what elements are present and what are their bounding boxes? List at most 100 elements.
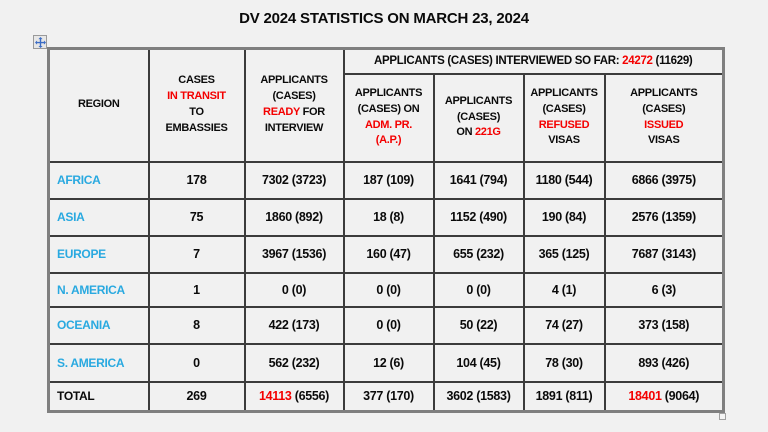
table-row-oceania: OCEANIA 8 422 (173) 0 (0) 50 (22) 74 (27… <box>47 305 725 345</box>
cell-ready: 3967 (1536) <box>243 234 345 274</box>
header-row-top: REGION CASES IN TRANSIT TO EMBASSIES APP… <box>47 47 725 163</box>
header-line: CASES <box>178 74 215 87</box>
region-label: ASIA <box>47 197 150 237</box>
cell-adm-pr: 0 (0) <box>342 271 435 308</box>
total-ready-red: 14113 <box>258 389 292 404</box>
cell-221g: 50 (22) <box>432 305 525 345</box>
table-row-total: TOTAL 269 14113 (6556) 377 (170) 3602 (1… <box>47 380 725 413</box>
col-header-221g: APPLICANTS (CASES) ON 221G <box>432 72 525 163</box>
cell-ready: 7302 (3723) <box>243 160 345 200</box>
header-line: EMBASSIES <box>165 122 228 135</box>
cell-transit: 8 <box>147 305 246 345</box>
table-resize-handle[interactable] <box>719 413 726 420</box>
table-row-africa: AFRICA 178 7302 (3723) 187 (109) 1641 (7… <box>47 160 725 200</box>
total-ready-rest: (6556) <box>291 389 330 404</box>
header-line: (CASES) <box>542 102 586 115</box>
table-row-asia: ASIA 75 1860 (892) 18 (8) 1152 (490) 190… <box>47 197 725 237</box>
cell-refused: 1180 (544) <box>522 160 606 200</box>
header-line: ON 221G <box>437 125 521 141</box>
table-row-europe: EUROPE 7 3967 (1536) 160 (47) 655 (232) … <box>47 234 725 274</box>
table-move-handle[interactable] <box>33 35 47 49</box>
cell-ready: 1860 (892) <box>243 197 345 237</box>
cell-221g: 0 (0) <box>432 271 525 308</box>
cell-221g: 655 (232) <box>432 234 525 274</box>
cell-issued: 373 (158) <box>603 305 725 345</box>
header-line: TO <box>189 106 204 119</box>
total-refused: 1891 (811) <box>522 380 606 413</box>
header-line: READY FOR <box>248 105 341 121</box>
header-line: APPLICANTS <box>260 74 328 87</box>
cell-adm-pr: 0 (0) <box>342 305 435 345</box>
table-row-n-america: N. AMERICA 1 0 (0) 0 (0) 0 (0) 4 (1) 6 (… <box>47 271 725 308</box>
header-line: APPLICANTS <box>444 94 513 107</box>
cell-adm-pr: 18 (8) <box>342 197 435 237</box>
header-line: (CASES) <box>272 90 316 103</box>
col-header-adm-pr: APPLICANTS (CASES) ON ADM. PR. (A.P.) <box>342 72 435 163</box>
cell-issued: 893 (426) <box>603 342 725 383</box>
cell-adm-pr: 160 (47) <box>342 234 435 274</box>
cell-refused: 78 (30) <box>522 342 606 383</box>
col-header-refused: APPLICANTS (CASES) REFUSED VISAS <box>522 72 606 163</box>
header-line: APPLICANTS <box>530 86 598 99</box>
header-line: ADM. PR. <box>364 118 413 131</box>
total-221g: 3602 (1583) <box>432 380 525 413</box>
total-ready: 14113 (6556) <box>243 380 345 413</box>
header-line: IN TRANSIT <box>167 90 226 103</box>
header-line: (CASES) ON <box>357 102 420 115</box>
cell-issued: 6 (3) <box>603 271 725 308</box>
cell-issued: 6866 (3975) <box>603 160 725 200</box>
col-header-transit: CASES IN TRANSIT TO EMBASSIES <box>147 47 246 163</box>
header-row-sub: APPLICANTS (CASES) ON ADM. PR. (A.P.) AP… <box>49 72 725 163</box>
header-line-part: ON <box>456 126 475 139</box>
total-label: TOTAL <box>47 380 150 413</box>
total-issued-red: 18401 <box>628 389 662 404</box>
header-line: APPLICANTS <box>354 86 423 99</box>
header-line: VISAS <box>647 134 680 147</box>
cell-ready: 422 (173) <box>243 305 345 345</box>
header-line: (CASES) <box>456 110 501 123</box>
region-label: N. AMERICA <box>47 271 150 308</box>
dv-statistics-table: REGION CASES IN TRANSIT TO EMBASSIES APP… <box>47 47 725 413</box>
cell-refused: 190 (84) <box>522 197 606 237</box>
header-line: INTERVIEW <box>264 122 324 135</box>
total-issued: 18401 (9064) <box>603 380 725 413</box>
region-label: EUROPE <box>47 234 150 274</box>
interviewed-total-value: 24272 <box>622 54 653 67</box>
cell-transit: 1 <box>147 271 246 308</box>
total-transit: 269 <box>147 380 246 413</box>
col-header-issued: APPLICANTS (CASES) ISSUED VISAS <box>603 72 725 163</box>
header-line: APPLICANTS <box>630 86 698 99</box>
col-header-region: REGION <box>47 47 150 163</box>
header-line-red: READY <box>263 106 300 119</box>
cell-transit: 7 <box>147 234 246 274</box>
table-row-s-america: S. AMERICA 0 562 (232) 12 (6) 104 (45) 7… <box>47 342 725 383</box>
cell-issued: 2576 (1359) <box>603 197 725 237</box>
col-header-interviewed-so-far: APPLICANTS (CASES) INTERVIEWED SO FAR: 2… <box>342 47 725 75</box>
cell-refused: 74 (27) <box>522 305 606 345</box>
header-line: ISSUED <box>644 118 684 131</box>
total-issued-rest: (9064) <box>661 389 700 404</box>
header-line: REFUSED <box>538 118 590 131</box>
table-move-handle-icon <box>34 36 46 48</box>
header-line-red: 221G <box>474 126 501 139</box>
header-line: (A.P.) <box>375 134 402 147</box>
cell-refused: 4 (1) <box>522 271 606 308</box>
interviewed-prefix: APPLICANTS (CASES) INTERVIEWED SO FAR: <box>374 54 623 67</box>
cell-issued: 7687 (3143) <box>603 234 725 274</box>
header-line-part: FOR <box>299 106 326 119</box>
total-adm-pr: 377 (170) <box>342 380 435 413</box>
cell-transit: 178 <box>147 160 246 200</box>
region-label: S. AMERICA <box>47 342 150 383</box>
cell-ready: 0 (0) <box>243 271 345 308</box>
cell-adm-pr: 12 (6) <box>342 342 435 383</box>
cell-221g: 1152 (490) <box>432 197 525 237</box>
header-line: REGION <box>77 98 120 111</box>
region-label: OCEANIA <box>47 305 150 345</box>
cell-refused: 365 (125) <box>522 234 606 274</box>
cell-transit: 0 <box>147 342 246 383</box>
header-line: VISAS <box>548 134 580 147</box>
region-label: AFRICA <box>47 160 150 200</box>
page-title: DV 2024 STATISTICS ON MARCH 23, 2024 <box>239 10 529 27</box>
interviewed-suffix: (11629) <box>652 54 693 67</box>
